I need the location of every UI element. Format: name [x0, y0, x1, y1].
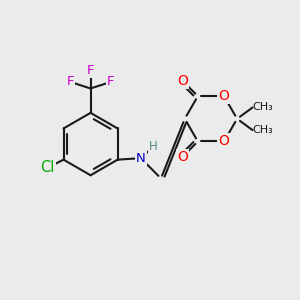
- Text: O: O: [219, 134, 230, 148]
- Text: CH₃: CH₃: [253, 103, 273, 112]
- Text: O: O: [177, 150, 188, 164]
- Text: O: O: [219, 89, 230, 103]
- Text: N: N: [136, 152, 146, 165]
- Text: O: O: [177, 74, 188, 88]
- Text: Cl: Cl: [40, 160, 54, 175]
- Text: H: H: [149, 140, 158, 153]
- Text: F: F: [107, 75, 115, 88]
- Text: CH₃: CH₃: [253, 125, 273, 135]
- Text: F: F: [67, 75, 74, 88]
- Text: F: F: [87, 64, 94, 76]
